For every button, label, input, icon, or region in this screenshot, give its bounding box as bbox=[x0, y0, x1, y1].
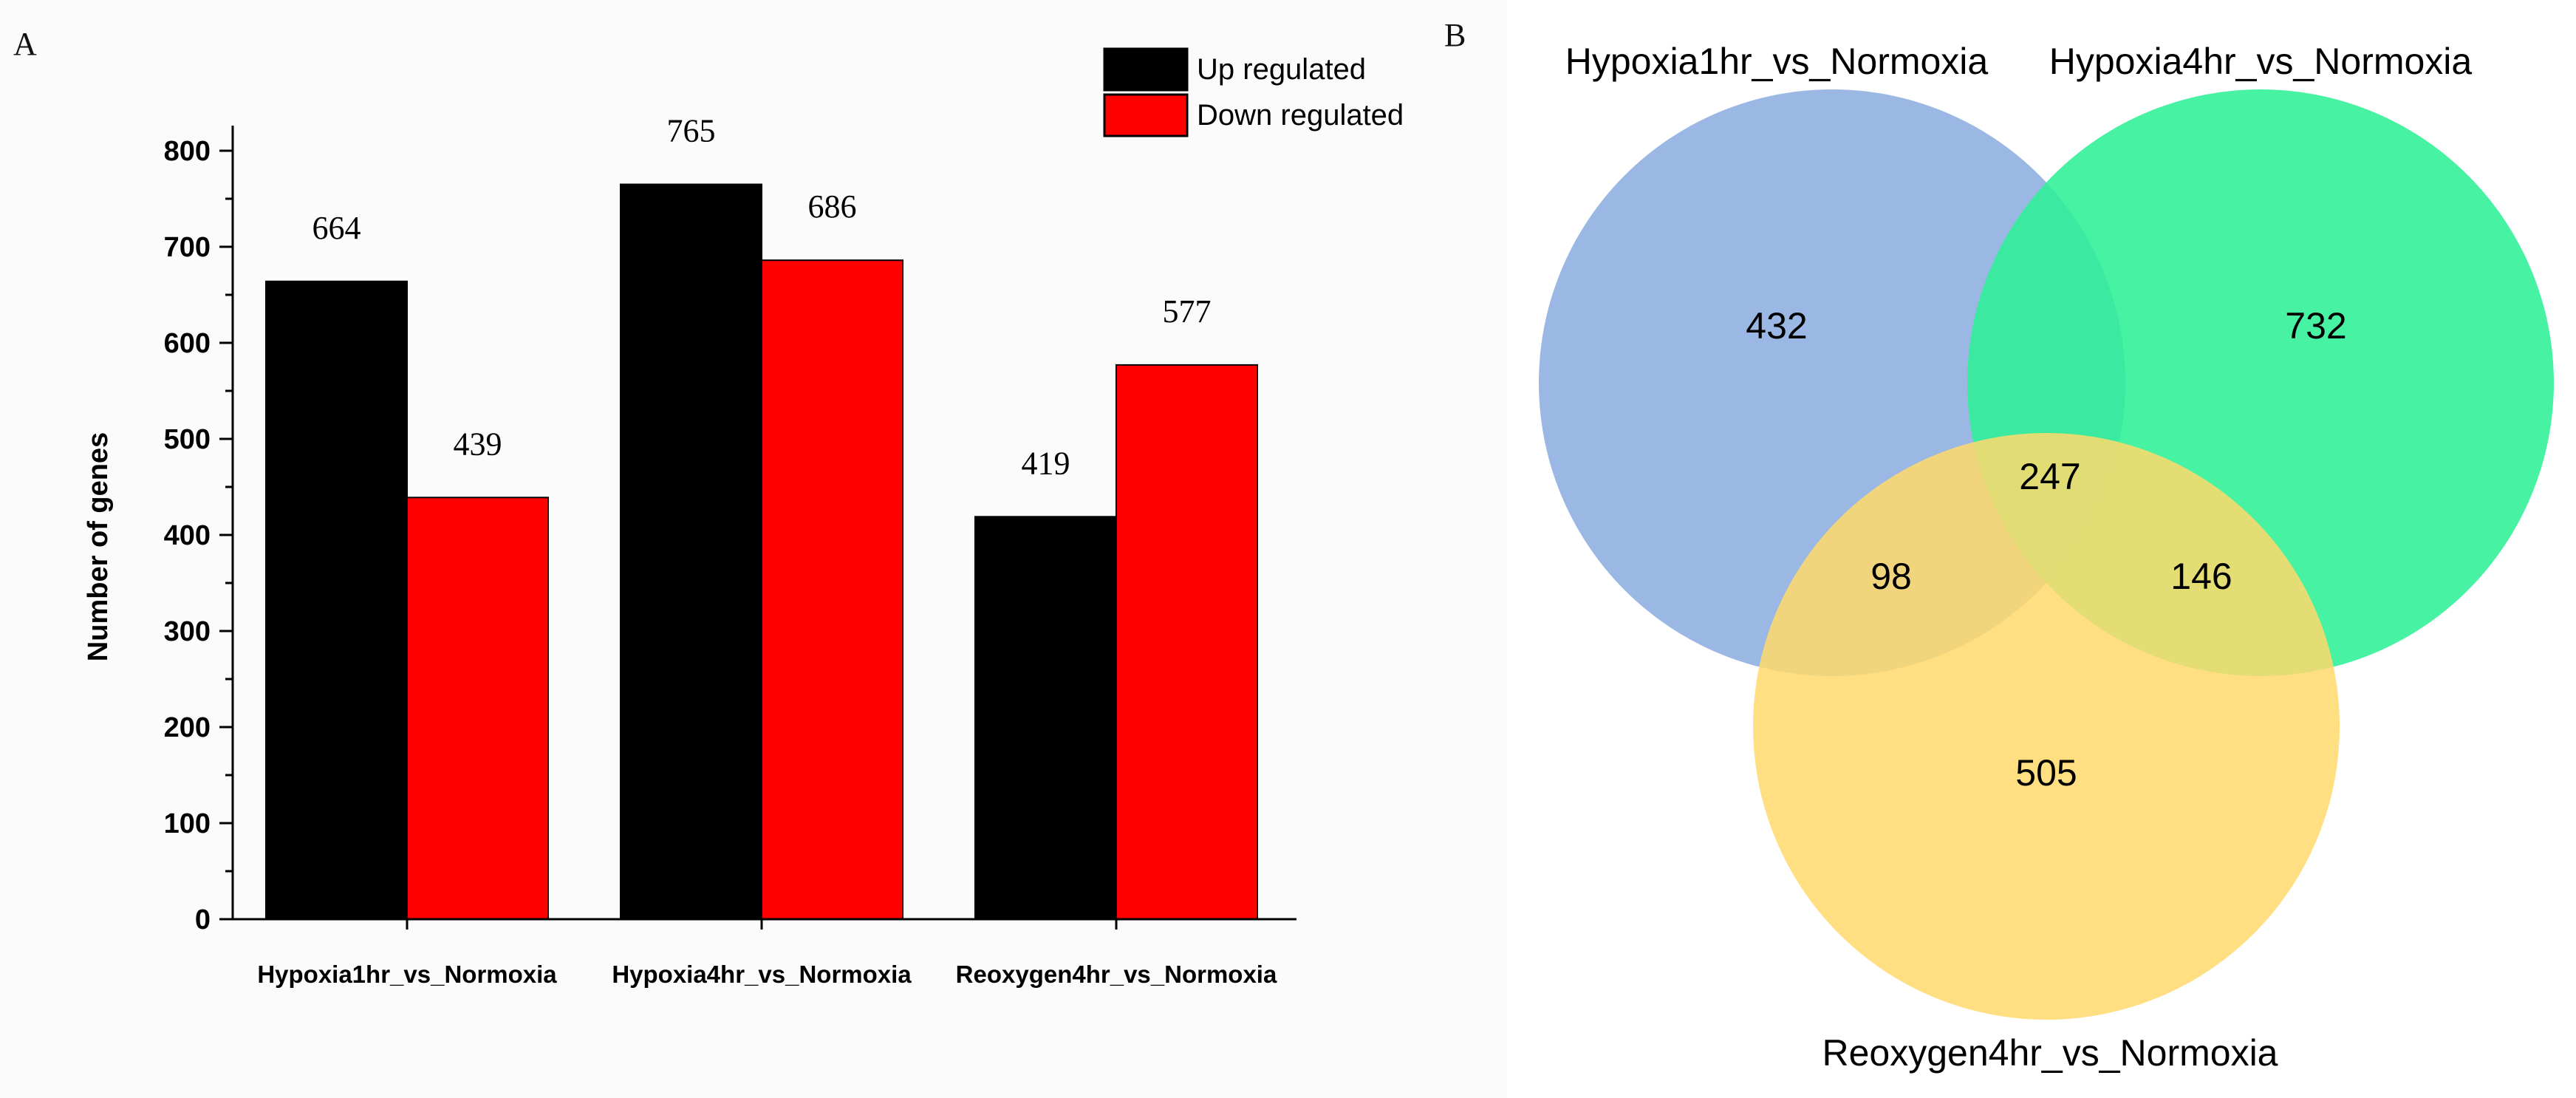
bar-value-label: 765 bbox=[667, 113, 716, 149]
bar-up-1 bbox=[620, 183, 762, 920]
legend-swatch-down bbox=[1103, 93, 1189, 137]
venn-circle-reoxygen4hr bbox=[1753, 433, 2340, 1020]
venn-count-hypoxia4hr-reoxygen4hr: 146 bbox=[2170, 556, 2232, 597]
bar-value-label: 686 bbox=[808, 188, 857, 225]
bar-up-2 bbox=[974, 516, 1117, 920]
venn-set-label-reoxygen4hr: Reoxygen4hr_vs_Normoxia bbox=[1822, 1032, 2278, 1074]
bar-up-0 bbox=[265, 280, 408, 920]
y-tick-label: 800 bbox=[164, 136, 211, 167]
y-tick-label: 500 bbox=[164, 424, 211, 455]
y-axis-ticks: 0 100 200 300 400 500 600 700 800 bbox=[164, 136, 233, 935]
bar-down-2 bbox=[1116, 364, 1258, 920]
venn-count-only-hypoxia1hr: 432 bbox=[1746, 305, 1807, 347]
legend-label-up: Up regulated bbox=[1197, 53, 1366, 86]
legend-swatch-up bbox=[1103, 47, 1189, 92]
x-category-label: Reoxygen4hr_vs_Normoxia bbox=[956, 961, 1277, 988]
venn-set-label-hypoxia1hr: Hypoxia1hr_vs_Normoxia bbox=[1565, 41, 1989, 82]
bar-chart: 0 100 200 300 400 500 600 700 800 664 439 765 686 41… bbox=[83, 47, 1404, 988]
y-tick-label: 400 bbox=[164, 520, 211, 551]
panel-label-b: B bbox=[1444, 17, 1466, 53]
bar-value-label: 664 bbox=[312, 210, 361, 246]
venn-count-all-three: 247 bbox=[2019, 456, 2080, 497]
x-category-labels: Hypoxia1hr_vs_Normoxia Hypoxia4hr_vs_Norm… bbox=[257, 919, 1277, 988]
y-tick-label: 0 bbox=[195, 904, 211, 935]
y-tick-label: 300 bbox=[164, 616, 211, 647]
bar-series bbox=[265, 183, 1258, 920]
y-axis-label: Number of genes bbox=[83, 432, 114, 661]
venn-count-hypoxia1hr-reoxygen4hr: 98 bbox=[1870, 556, 1912, 597]
y-tick-label: 600 bbox=[164, 328, 211, 359]
legend: Up regulated Down regulated bbox=[1103, 47, 1404, 137]
y-tick-label: 700 bbox=[164, 232, 211, 263]
bar-value-label: 577 bbox=[1163, 293, 1212, 330]
venn-count-only-hypoxia4hr: 732 bbox=[2285, 305, 2346, 347]
legend-label-down: Down regulated bbox=[1197, 99, 1404, 132]
bar-data-labels: 664 439 765 686 419 577 bbox=[312, 113, 1212, 482]
x-category-label: Hypoxia1hr_vs_Normoxia bbox=[257, 961, 557, 988]
venn-count-only-reoxygen4hr: 505 bbox=[2015, 752, 2077, 794]
panel-label-a: A bbox=[13, 26, 37, 62]
bar-value-label: 419 bbox=[1022, 445, 1070, 481]
venn-diagram: Hypoxia1hr_vs_Normoxia Hypoxia4hr_vs_Nor… bbox=[1539, 41, 2554, 1074]
y-tick-label: 200 bbox=[164, 712, 211, 743]
y-tick-label: 100 bbox=[164, 808, 211, 839]
venn-set-label-hypoxia4hr: Hypoxia4hr_vs_Normoxia bbox=[2049, 41, 2473, 82]
x-category-label: Hypoxia4hr_vs_Normoxia bbox=[612, 961, 912, 988]
bar-down-0 bbox=[406, 497, 549, 920]
bar-value-label: 439 bbox=[454, 426, 502, 462]
bar-down-1 bbox=[761, 259, 903, 920]
